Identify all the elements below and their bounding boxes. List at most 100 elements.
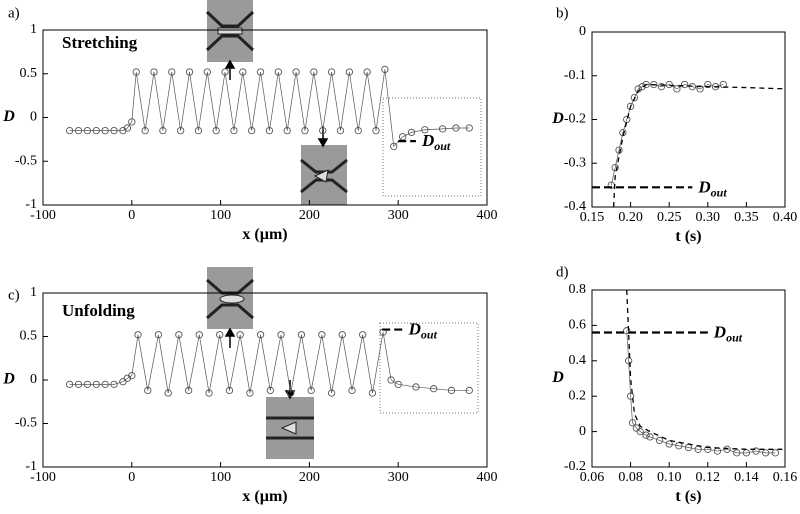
data-point (83, 380, 92, 388)
data-point (319, 126, 327, 135)
data-point (128, 371, 136, 380)
y-tick-label: 0.5 (20, 329, 38, 344)
data-point (74, 126, 83, 135)
data-point (287, 389, 295, 397)
data-point (216, 331, 224, 339)
x-tick-label: 100 (210, 470, 231, 485)
data-point (132, 68, 140, 76)
data-point (164, 389, 172, 397)
data-point (297, 331, 306, 339)
data-point (673, 85, 681, 93)
data-point (619, 128, 627, 137)
panel-label: d) (556, 264, 569, 280)
data-point (742, 449, 751, 457)
x-tick-label: 0.12 (696, 470, 721, 485)
reference-symbol: D (408, 320, 421, 339)
x-tick-label: 0.16 (773, 470, 798, 485)
x-tick-label: 0.08 (618, 470, 643, 485)
y-tick-label: 1 (30, 285, 37, 300)
inset-image (205, 0, 255, 62)
data-point (665, 80, 673, 89)
data-point (265, 126, 274, 135)
data-point (421, 126, 429, 134)
x-axis-label: x (µm) (242, 226, 287, 243)
x-tick-label: 0.15 (580, 210, 605, 225)
data-point (368, 389, 377, 397)
x-tick-label: 0.30 (696, 210, 721, 225)
data-point (465, 124, 473, 132)
data-point (83, 126, 92, 135)
data-point (655, 436, 664, 445)
data-point (636, 427, 644, 436)
data-point (236, 331, 244, 339)
data-point (168, 68, 176, 76)
data-line (69, 69, 470, 148)
data-point (372, 126, 380, 135)
x-tick-label: 300 (388, 208, 409, 223)
data-point (318, 331, 326, 339)
data-point (154, 331, 163, 339)
y-tick-label: -0.1 (564, 68, 586, 83)
y-tick-label: -0.2 (564, 112, 586, 127)
data-point (733, 449, 741, 457)
x-tick-label: 0 (128, 208, 135, 223)
data-point (221, 68, 229, 76)
x-axis-label: t (s) (675, 228, 701, 245)
y-tick-label: -1 (25, 459, 37, 474)
y-tick-label: 0.4 (569, 353, 587, 368)
data-point (274, 68, 282, 76)
data-point (277, 331, 285, 339)
data-point (704, 445, 712, 453)
plot-area (607, 80, 785, 207)
data-point (225, 386, 234, 395)
data-point (665, 440, 673, 448)
y-tick-label: 0 (579, 424, 586, 439)
data-point (394, 380, 402, 388)
annotation: Unfolding (62, 301, 135, 320)
data-point (110, 380, 118, 388)
reference-symbol: D (697, 177, 710, 196)
data-point (696, 85, 704, 93)
data-point (310, 68, 318, 76)
data-point (359, 331, 367, 339)
data-point (752, 447, 760, 455)
data-point (680, 80, 689, 89)
data-point (212, 126, 220, 135)
data-point (407, 128, 416, 137)
data-point (283, 126, 291, 135)
data-point (348, 386, 356, 395)
data-point (719, 80, 727, 89)
fit-curve (612, 83, 785, 207)
x-tick-label: 200 (299, 208, 320, 223)
x-tick-label: 0.35 (734, 210, 759, 225)
y-tick-label: 0.2 (569, 388, 587, 403)
data-point (159, 126, 167, 135)
data-point (184, 386, 193, 395)
x-tick-label: 0.06 (580, 470, 605, 485)
y-tick-label: -1 (25, 197, 37, 212)
data-point (230, 126, 238, 135)
reference-label: Dout (697, 177, 727, 199)
data-point (338, 331, 346, 339)
data-point (256, 68, 265, 76)
y-axis-label: D (551, 110, 564, 127)
reference-label: Dout (421, 131, 451, 153)
data-point (65, 126, 74, 135)
data-point (626, 392, 635, 400)
data-point (150, 68, 158, 76)
data-point (387, 376, 395, 384)
y-tick-label: 0.8 (569, 282, 587, 297)
data-point (642, 431, 650, 439)
data-point (628, 419, 637, 427)
data-point (195, 331, 203, 339)
y-tick-label: -0.5 (15, 416, 37, 431)
data-point (134, 331, 142, 339)
plot-area (623, 290, 785, 457)
data-point (141, 126, 149, 135)
data-point (723, 445, 731, 453)
reference-subscript: out (421, 328, 438, 342)
data-point (625, 357, 633, 365)
reference-subscript: out (711, 185, 728, 199)
data-point (675, 442, 683, 450)
